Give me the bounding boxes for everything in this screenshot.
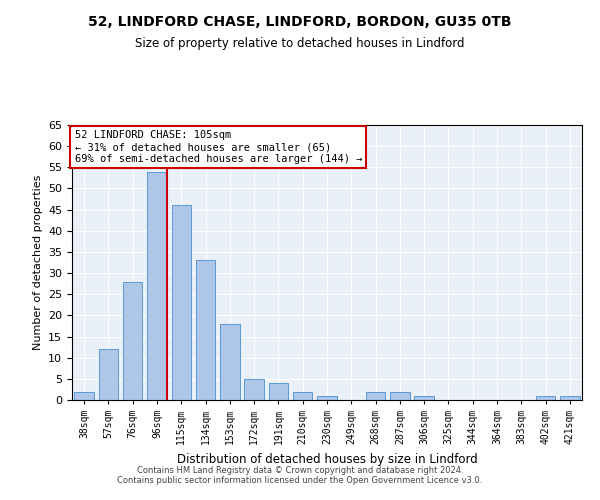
Bar [415, 396, 434, 400]
Text: Contains HM Land Registry data © Crown copyright and database right 2024.
Contai: Contains HM Land Registry data © Crown c… [118, 466, 482, 485]
Bar [99, 349, 118, 400]
Bar [317, 396, 337, 400]
Bar [366, 392, 385, 400]
Bar [560, 396, 580, 400]
Bar [196, 260, 215, 400]
Bar [536, 396, 555, 400]
Bar [293, 392, 313, 400]
Text: 52 LINDFORD CHASE: 105sqm
← 31% of detached houses are smaller (65)
69% of semi-: 52 LINDFORD CHASE: 105sqm ← 31% of detac… [74, 130, 362, 164]
Y-axis label: Number of detached properties: Number of detached properties [32, 175, 43, 350]
Text: 52, LINDFORD CHASE, LINDFORD, BORDON, GU35 0TB: 52, LINDFORD CHASE, LINDFORD, BORDON, GU… [88, 15, 512, 29]
Bar [172, 206, 191, 400]
Text: Size of property relative to detached houses in Lindford: Size of property relative to detached ho… [135, 38, 465, 51]
Bar [123, 282, 142, 400]
Bar [220, 324, 239, 400]
X-axis label: Distribution of detached houses by size in Lindford: Distribution of detached houses by size … [176, 452, 478, 466]
Bar [147, 172, 167, 400]
Bar [390, 392, 410, 400]
Bar [74, 392, 94, 400]
Bar [244, 379, 264, 400]
Bar [269, 383, 288, 400]
